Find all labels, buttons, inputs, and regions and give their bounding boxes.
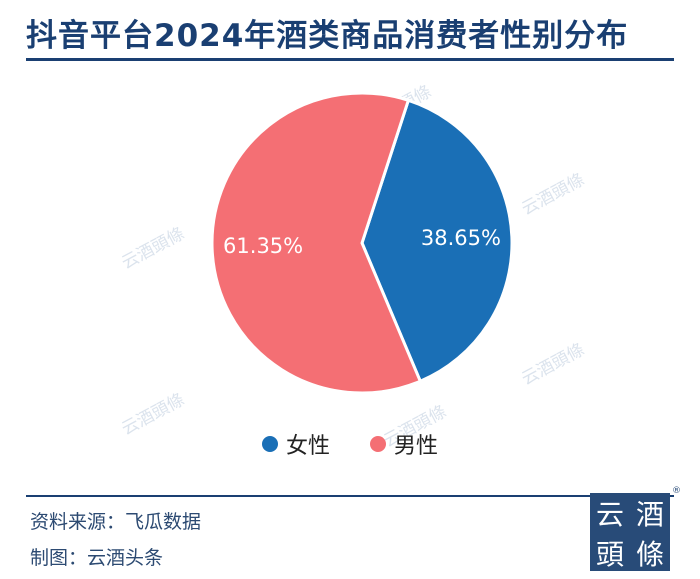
page-title: 抖音平台2024年酒类商品消费者性别分布 — [26, 18, 629, 54]
pie-chart: 38.65% 61.35% — [210, 91, 514, 395]
logo-char: 酒 — [635, 498, 664, 531]
legend-item-female: 女性 — [261, 428, 330, 460]
legend-swatch-male — [370, 436, 386, 452]
source-note: 资料来源：飞瓜数据 — [30, 511, 202, 533]
legend-swatch-female — [261, 436, 278, 452]
credit-note: 制图：云酒头条 — [30, 547, 164, 569]
slice-label-female: 38.65% — [421, 226, 501, 250]
legend-label-female: 女性 — [285, 434, 330, 459]
legend-item-male: 男性 — [370, 428, 438, 460]
pie-slice-female — [360, 98, 514, 384]
logo-char: 頭 — [595, 538, 624, 571]
brand-logo: 云 酒 頭 條 — [590, 493, 670, 571]
slice-label-male: 61.35% — [223, 234, 303, 258]
chart-legend: 女性 男性 — [0, 428, 700, 460]
legend-label-male: 男性 — [394, 434, 439, 459]
logo-char: 條 — [635, 538, 664, 571]
registered-mark: ® — [672, 486, 681, 496]
logo-char: 云 — [595, 498, 624, 531]
title-divider — [26, 58, 674, 61]
footer-divider — [26, 495, 674, 497]
pie-slice-male — [210, 91, 423, 395]
